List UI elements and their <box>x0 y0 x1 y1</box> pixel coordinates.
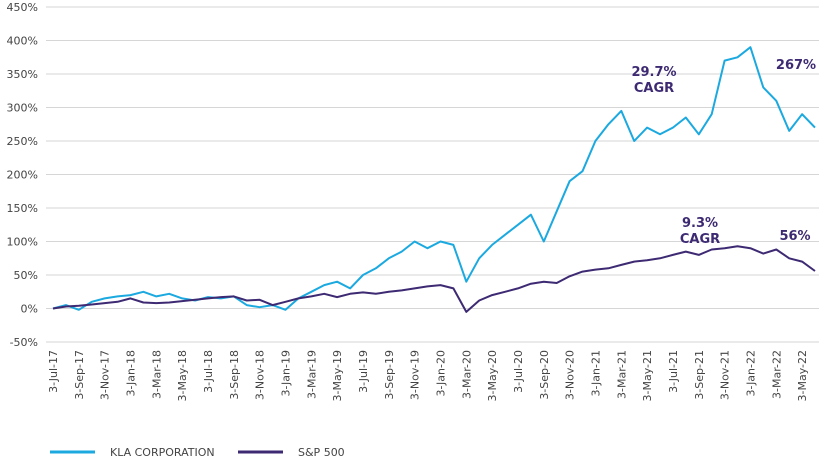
x-tick-label: 3-Mar-21 <box>615 350 628 399</box>
x-tick-label: 3-Nov-17 <box>99 350 112 400</box>
x-tick-label: 3-Jul-17 <box>47 350 60 393</box>
x-tick-label: 3-May-19 <box>331 350 344 401</box>
x-tick-label: 3-Sep-21 <box>693 350 706 400</box>
x-tick-label: 3-Jul-18 <box>202 350 215 393</box>
annotation: 56% <box>779 229 810 244</box>
annotation: CAGR <box>634 81 674 96</box>
legend-label: KLA CORPORATION <box>110 446 215 457</box>
y-tick-label: 350% <box>7 68 38 81</box>
y-tick-label: 0% <box>21 303 38 316</box>
series-line <box>52 46 816 311</box>
x-tick-label: 3-Jul-20 <box>512 350 525 393</box>
x-tick-label: 3-May-20 <box>486 350 499 401</box>
y-tick-label: 250% <box>7 135 38 148</box>
x-tick-label: 3-Jan-20 <box>434 350 447 397</box>
legend-label: S&P 500 <box>298 446 345 457</box>
annotation: CAGR <box>680 232 720 247</box>
x-tick-label: 3-Jan-19 <box>279 350 292 397</box>
x-tick-label: 3-Nov-21 <box>719 350 732 400</box>
series-line <box>52 245 816 313</box>
y-tick-label: 400% <box>7 35 38 48</box>
annotation: 29.7% <box>631 65 676 80</box>
annotation: 267% <box>776 58 816 73</box>
x-tick-label: 3-Sep-17 <box>73 350 86 400</box>
x-tick-label: 3-Sep-18 <box>228 350 241 400</box>
x-tick-label: 3-Jan-21 <box>589 350 602 397</box>
x-tick-label: 3-Jul-21 <box>667 350 680 393</box>
x-tick-label: 3-Nov-18 <box>254 350 267 400</box>
y-tick-label: -50% <box>10 336 38 349</box>
y-tick-label: 100% <box>7 236 38 249</box>
annotation: 9.3% <box>682 216 718 231</box>
x-tick-label: 3-May-22 <box>796 350 809 401</box>
x-tick-label: 3-Mar-18 <box>150 350 163 399</box>
x-tick-label: 3-May-21 <box>641 350 654 401</box>
x-tick-label: 3-Jul-19 <box>357 350 370 393</box>
x-tick-label: 3-Mar-19 <box>305 350 318 399</box>
y-tick-label: 200% <box>7 169 38 182</box>
x-tick-label: 3-Mar-22 <box>770 350 783 399</box>
x-tick-label: 3-May-18 <box>176 350 189 401</box>
x-tick-label: 3-Nov-20 <box>564 350 577 400</box>
y-tick-label: 300% <box>7 102 38 115</box>
x-tick-label: 3-Sep-20 <box>538 350 551 400</box>
y-tick-label: 150% <box>7 202 38 215</box>
x-tick-label: 3-Jan-18 <box>124 350 137 397</box>
x-tick-label: 3-Jan-22 <box>744 350 757 397</box>
x-tick-label: 3-Mar-20 <box>460 350 473 399</box>
x-tick-label: 3-Nov-19 <box>409 350 422 400</box>
x-tick-label: 3-Sep-19 <box>383 350 396 400</box>
y-tick-label: 450% <box>7 1 38 14</box>
y-tick-label: 50% <box>14 269 38 282</box>
